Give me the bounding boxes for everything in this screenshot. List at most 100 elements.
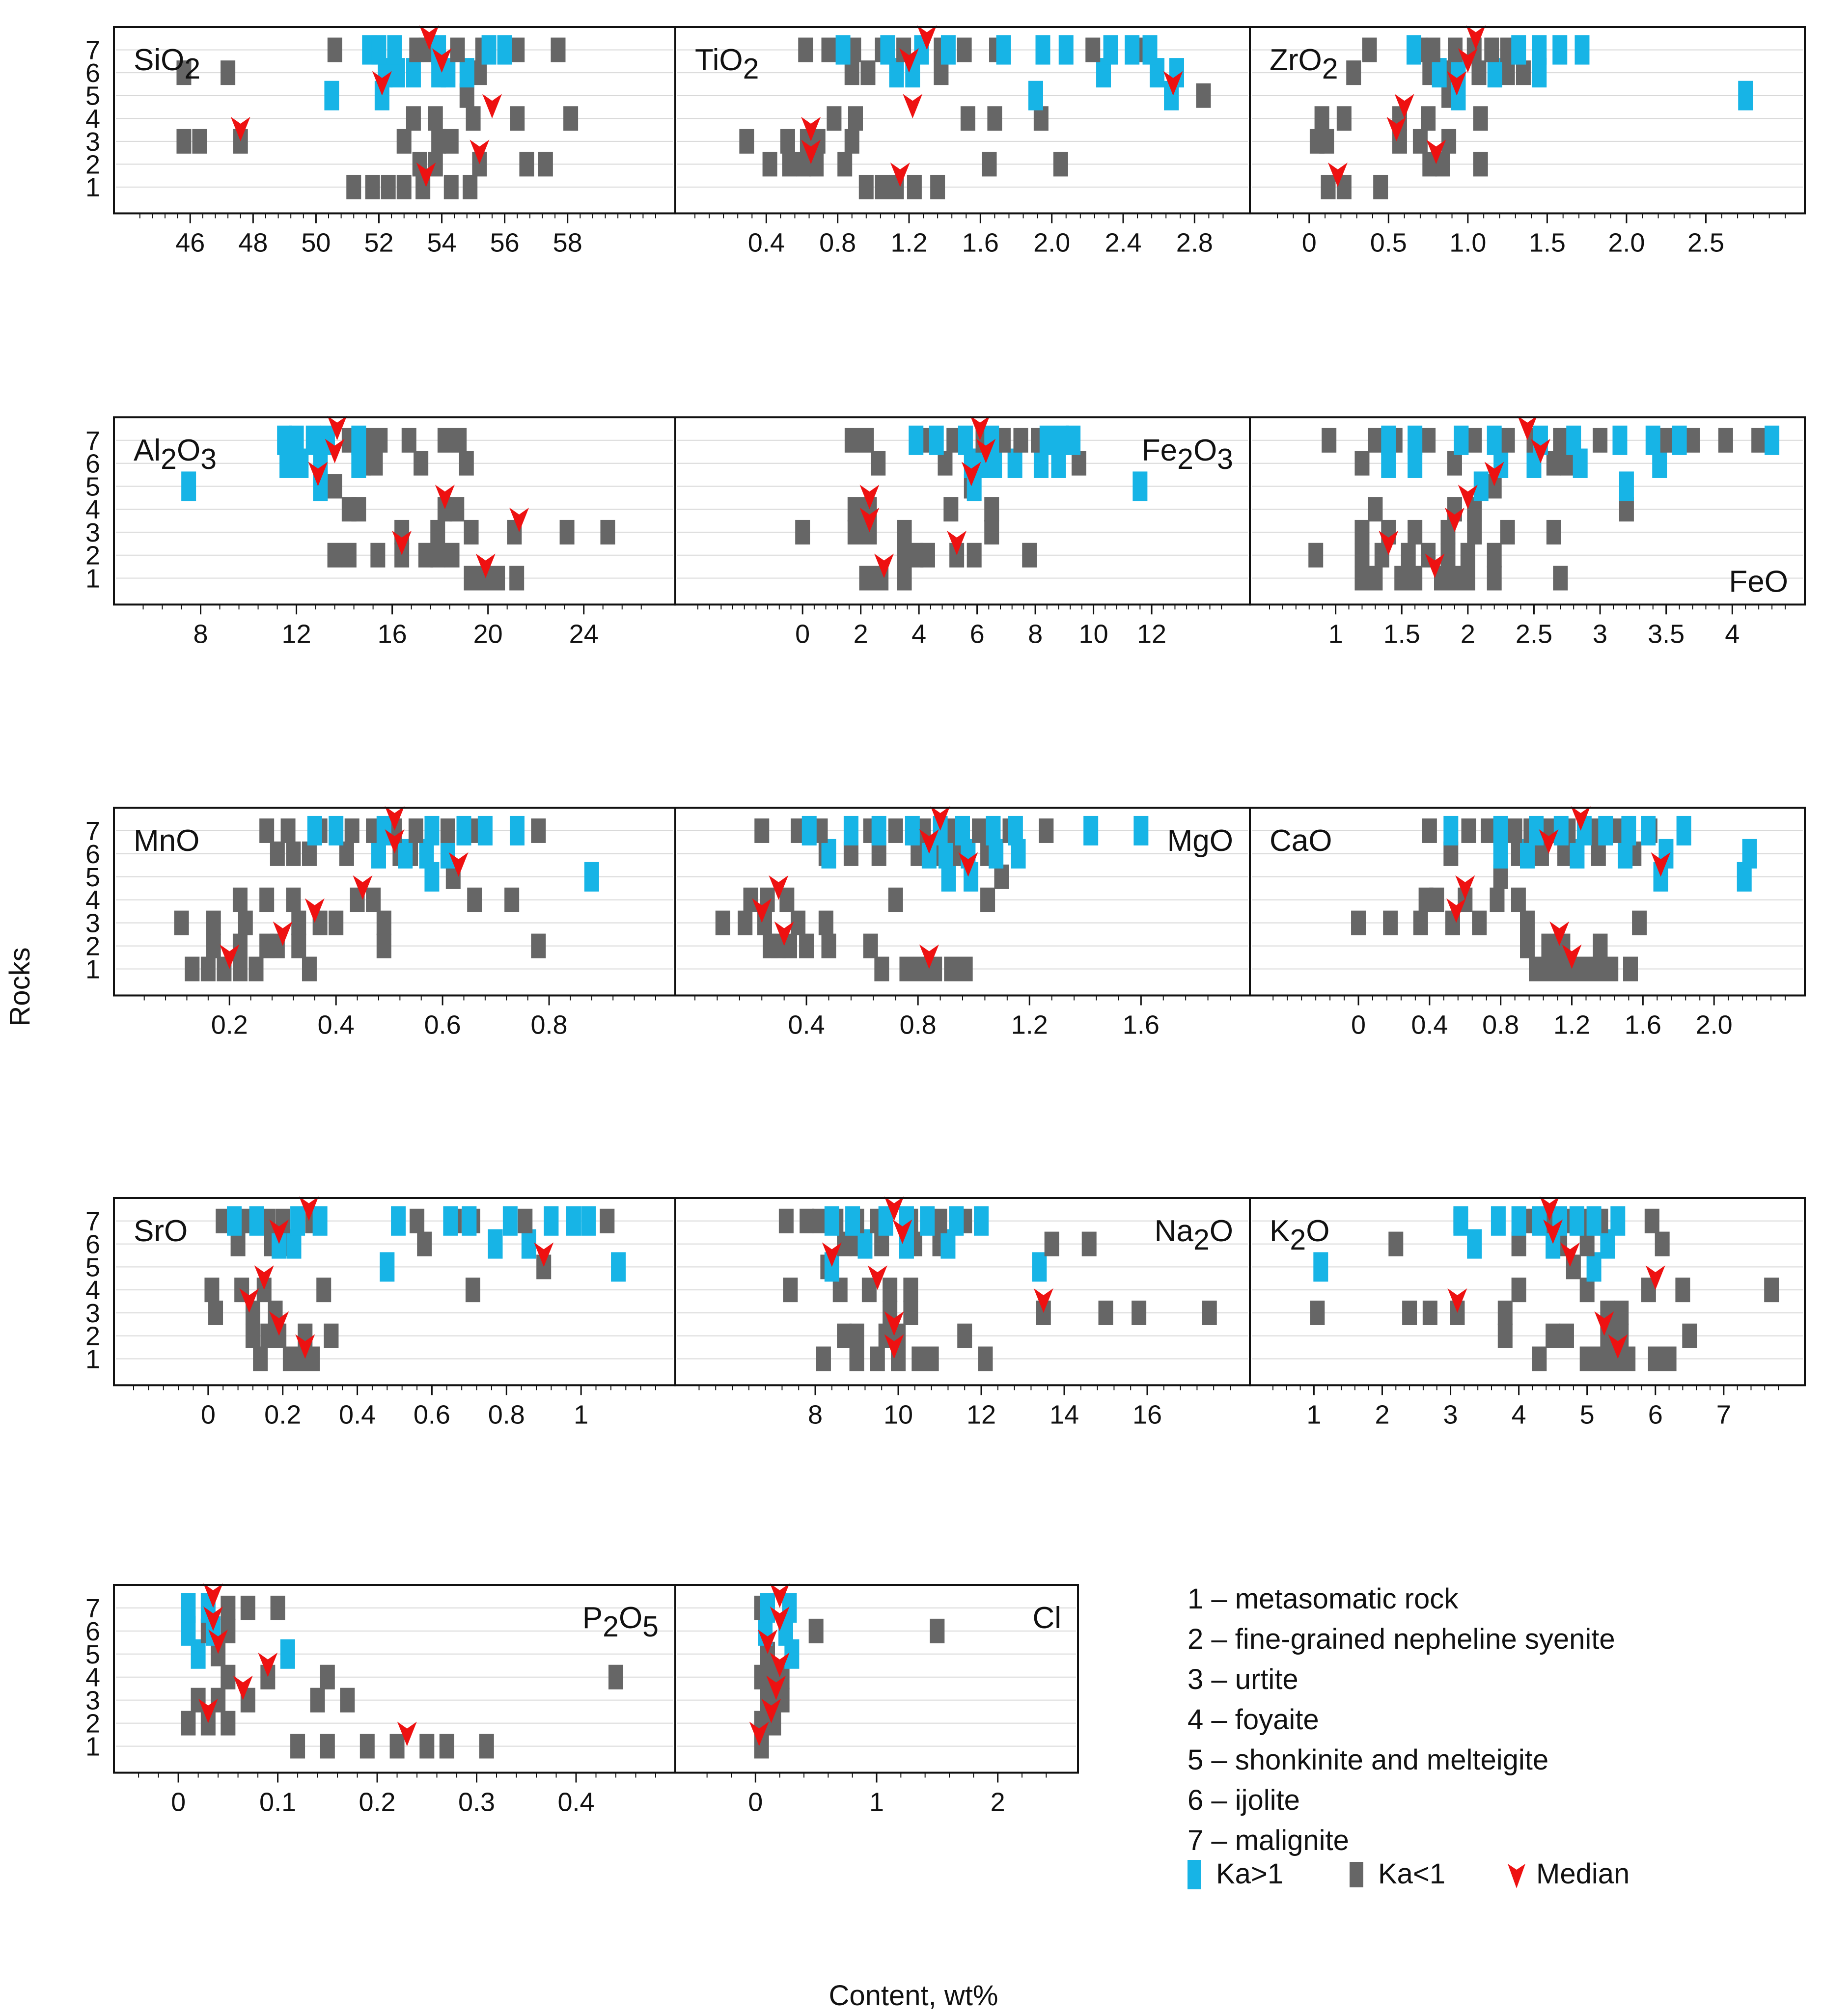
marker-ka-below xyxy=(1472,910,1487,935)
marker-ka-below xyxy=(912,1346,927,1371)
x-tick-label: 1.6 xyxy=(1625,1010,1661,1039)
x-tick-label: 0.6 xyxy=(424,1010,461,1039)
marker-ka-below xyxy=(329,910,344,935)
marker-ka-below xyxy=(531,933,546,958)
panel-mgo: 0.4 0.8 1.2 1.6 MgO xyxy=(674,806,1251,1039)
marker-ka-below xyxy=(1644,1208,1659,1233)
marker-ka-below xyxy=(1511,1231,1526,1256)
y-tick-label: 7 xyxy=(85,1207,100,1236)
marker-ka-above xyxy=(1487,425,1502,455)
median-marker xyxy=(1608,1334,1628,1359)
marker-ka-below xyxy=(1368,497,1383,522)
marker-ka-above xyxy=(1612,425,1628,455)
marker-ka-below xyxy=(440,818,455,843)
x-tick-label: 20 xyxy=(473,619,503,649)
marker-ka-below xyxy=(832,1278,848,1303)
y-tick-label: 6 xyxy=(85,58,100,88)
marker-ka-above xyxy=(387,35,402,65)
marker-ka-above xyxy=(1487,58,1502,88)
marker-ka-below xyxy=(608,1664,624,1689)
marker-ka-below xyxy=(408,818,423,843)
marker-ka-below xyxy=(1511,1278,1526,1303)
marker-ka-above xyxy=(376,816,391,845)
panel-title: SrO xyxy=(134,1214,188,1248)
marker-ka-below xyxy=(861,1278,877,1303)
legend-rock-item: 3 – urtite xyxy=(1188,1663,1298,1695)
marker-ka-above xyxy=(1532,35,1547,65)
marker-ka-above xyxy=(1586,1206,1602,1236)
y-tick-label: 7 xyxy=(85,1594,100,1623)
marker-ka-above xyxy=(488,1229,503,1259)
marker-ka-above xyxy=(1765,425,1780,455)
median-marker xyxy=(1446,898,1466,923)
median-marker xyxy=(273,921,293,946)
marker-ka-below xyxy=(1308,543,1324,568)
y-tick-label: 7 xyxy=(85,36,100,65)
marker-ka-below xyxy=(994,864,1009,889)
marker-ka-below xyxy=(1351,910,1366,935)
x-tick-label: 7 xyxy=(1716,1400,1731,1429)
marker-ka-below xyxy=(1764,1278,1779,1303)
marker-ka-above xyxy=(391,1206,406,1236)
marker-ka-above xyxy=(835,35,851,65)
x-tick-label: 12 xyxy=(282,619,311,649)
marker-ka-above xyxy=(929,425,944,455)
x-tick-label: 1.2 xyxy=(890,228,927,258)
marker-ka-below xyxy=(1346,60,1361,85)
median-marker xyxy=(1425,553,1445,578)
marker-ka-below xyxy=(1481,818,1496,843)
x-tick-label: 0.8 xyxy=(819,228,856,258)
median-marker xyxy=(1394,94,1414,119)
y-tick-label: 2 xyxy=(85,932,100,961)
marker-ka-below xyxy=(1368,566,1383,591)
median-marker xyxy=(770,1583,790,1608)
legend-rock-item: 5 – shonkinite and melteigite xyxy=(1188,1744,1548,1776)
marker-ka-below xyxy=(479,1734,494,1759)
marker-ka-below xyxy=(1511,887,1526,912)
marker-ka-below xyxy=(978,1346,993,1371)
marker-ka-below xyxy=(1321,174,1336,199)
marker-ka-below xyxy=(1373,174,1388,199)
marker-ka-below xyxy=(280,818,296,843)
median-marker xyxy=(327,415,347,440)
marker-ka-below xyxy=(290,1734,305,1759)
median-marker xyxy=(208,1629,228,1654)
x-tick-label: 6 xyxy=(970,619,985,649)
y-tick-label: 2 xyxy=(85,150,100,179)
marker-ka-above xyxy=(1125,35,1140,65)
y-tick-label: 7 xyxy=(85,817,100,846)
marker-ka-below xyxy=(431,129,446,154)
marker-ka-below xyxy=(808,1618,824,1643)
x-tick-label: 0.3 xyxy=(458,1787,495,1817)
marker-ka-below xyxy=(849,1346,864,1371)
marker-ka-below xyxy=(443,129,459,154)
marker-ka-below xyxy=(1422,818,1437,843)
marker-ka-below xyxy=(450,37,465,62)
median-marker xyxy=(1455,875,1475,900)
marker-ka-below xyxy=(320,1664,335,1689)
marker-ka-below xyxy=(1593,1346,1608,1371)
x-tick-label: 0 xyxy=(171,1787,186,1817)
marker-ka-below xyxy=(1081,1231,1097,1256)
median-marker xyxy=(432,48,452,73)
marker-ka-below xyxy=(1553,428,1568,453)
marker-ka-below xyxy=(798,37,813,62)
marker-ka-below xyxy=(1473,152,1488,177)
marker-ka-below xyxy=(1421,106,1436,131)
x-tick-label: 1 xyxy=(1306,1400,1321,1429)
x-tick-label: 5 xyxy=(1580,1400,1595,1429)
x-tick-label: 2 xyxy=(1375,1400,1389,1429)
median-marker xyxy=(917,25,937,50)
x-tick-label: 4 xyxy=(912,619,926,649)
marker-ka-below xyxy=(958,956,973,981)
marker-ka-above xyxy=(1529,816,1544,845)
marker-ka-above xyxy=(1511,1206,1526,1236)
median-marker xyxy=(1562,944,1582,969)
marker-ka-below xyxy=(206,933,221,958)
marker-ka-below xyxy=(874,1231,889,1256)
marker-ka-below xyxy=(1507,818,1522,843)
median-marker xyxy=(884,1311,904,1336)
x-tick-label: 4 xyxy=(1512,1400,1526,1429)
